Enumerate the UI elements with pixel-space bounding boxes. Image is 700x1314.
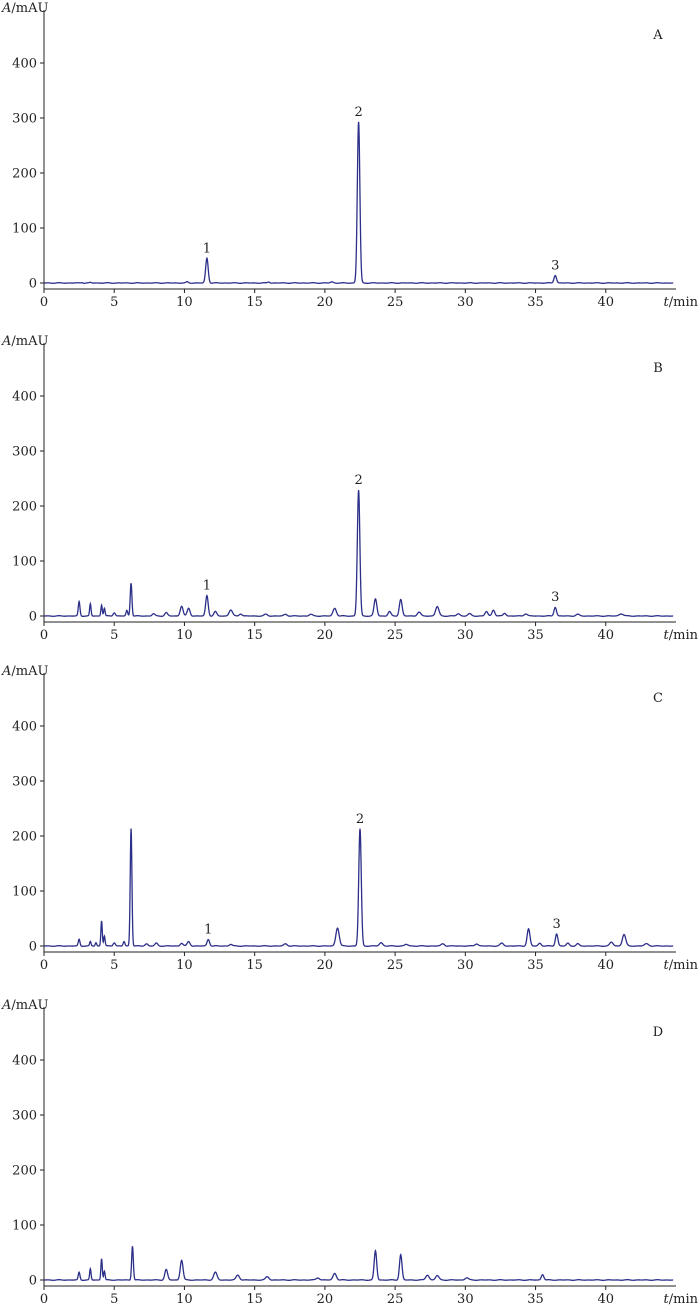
x-tick-label: 0 xyxy=(40,295,48,310)
y-axis-label: A/mAU xyxy=(1,664,48,679)
x-tick-label: 15 xyxy=(246,628,263,643)
y-tick-label: 0 xyxy=(29,1274,37,1289)
x-tick-label: 0 xyxy=(40,958,48,973)
panel-b: 0 100 200 300 400 0 5 10 15 20 25 30 35 40 A/mAU t/min B… xyxy=(1,334,699,643)
y-tick-label: 100 xyxy=(12,555,37,570)
y-tick-label: 400 xyxy=(12,390,37,405)
y-tick-label: 200 xyxy=(12,1164,37,1179)
y-tick-label: 400 xyxy=(12,1054,37,1069)
y-tick-label: 0 xyxy=(29,940,37,955)
peak-number-label: 1 xyxy=(203,241,211,256)
x-tick-label: 25 xyxy=(387,958,404,973)
y-tick-label: 0 xyxy=(29,277,37,292)
x-tick-label: 30 xyxy=(457,628,474,643)
y-axis-label: A/mAU xyxy=(1,1,48,16)
x-tick-label: 10 xyxy=(176,1292,193,1307)
x-tick-label: 40 xyxy=(598,295,615,310)
panel-a: 0 100 200 300 400 0 5 10 15 20 25 30 35 40 A/mAU t/min A… xyxy=(1,1,699,310)
x-axis-label: t/min xyxy=(664,1292,699,1307)
peak-number-label: 2 xyxy=(354,105,362,120)
x-tick-label: 40 xyxy=(598,958,615,973)
x-tick-label: 5 xyxy=(110,295,118,310)
chromatogram-trace xyxy=(44,489,674,617)
y-tick-label: 200 xyxy=(12,167,37,182)
x-tick-label: 20 xyxy=(317,958,334,973)
peak-number-label: 3 xyxy=(551,258,559,273)
x-tick-label: 0 xyxy=(40,1292,48,1307)
x-tick-label: 15 xyxy=(246,958,263,973)
peak-number-label: 2 xyxy=(354,473,362,488)
chromatogram-trace xyxy=(44,828,674,947)
chromatogram-trace xyxy=(44,1246,674,1281)
panel-label: C xyxy=(653,691,663,706)
peak-number-label: 1 xyxy=(203,579,211,594)
x-tick-label: 35 xyxy=(527,958,544,973)
y-tick-label: 300 xyxy=(12,445,37,460)
x-tick-label: 20 xyxy=(317,295,334,310)
x-tick-label: 15 xyxy=(246,295,263,310)
panel-label: D xyxy=(653,1025,663,1040)
x-tick-label: 10 xyxy=(176,958,193,973)
panel-label: B xyxy=(653,361,663,376)
x-tick-label: 40 xyxy=(598,628,615,643)
y-tick-label: 0 xyxy=(29,610,37,625)
x-tick-label: 20 xyxy=(317,628,334,643)
x-tick-label: 35 xyxy=(527,295,544,310)
y-tick-label: 200 xyxy=(12,500,37,515)
x-tick-label: 10 xyxy=(176,628,193,643)
panel-d: 0 100 200 300 400 0 5 10 15 20 25 30 35 40 A/mAU t/min D xyxy=(1,998,699,1307)
x-tick-label: 35 xyxy=(527,628,544,643)
y-tick-label: 400 xyxy=(12,720,37,735)
y-tick-label: 200 xyxy=(12,830,37,845)
x-tick-label: 30 xyxy=(457,295,474,310)
x-tick-label: 20 xyxy=(317,1292,334,1307)
panel-c: 0 100 200 300 400 0 5 10 15 20 25 30 35 40 A/mAU t/min C… xyxy=(1,664,699,973)
x-tick-label: 35 xyxy=(527,1292,544,1307)
x-tick-label: 0 xyxy=(40,628,48,643)
y-tick-label: 100 xyxy=(12,222,37,237)
x-tick-label: 15 xyxy=(246,1292,263,1307)
x-tick-label: 5 xyxy=(110,628,118,643)
x-tick-label: 25 xyxy=(387,628,404,643)
y-tick-label: 300 xyxy=(12,112,37,127)
y-tick-label: 400 xyxy=(12,57,37,72)
peak-number-label: 1 xyxy=(204,922,212,937)
peak-number-label: 2 xyxy=(356,812,364,827)
x-axis-label: t/min xyxy=(664,295,699,310)
x-tick-label: 30 xyxy=(457,958,474,973)
x-axis-label: t/min xyxy=(664,628,699,643)
y-tick-label: 300 xyxy=(12,775,37,790)
y-axis-label: A/mAU xyxy=(1,334,48,349)
y-tick-label: 100 xyxy=(12,885,37,900)
x-tick-label: 25 xyxy=(387,295,404,310)
x-tick-label: 10 xyxy=(176,295,193,310)
panel-label: A xyxy=(652,28,663,43)
x-tick-label: 40 xyxy=(598,1292,615,1307)
x-tick-label: 25 xyxy=(387,1292,404,1307)
y-tick-label: 100 xyxy=(12,1219,37,1234)
x-tick-label: 5 xyxy=(110,1292,118,1307)
x-tick-label: 5 xyxy=(110,958,118,973)
y-tick-label: 300 xyxy=(12,1109,37,1124)
x-tick-label: 30 xyxy=(457,1292,474,1307)
chromatogram-trace xyxy=(44,121,674,284)
x-axis-label: t/min xyxy=(664,958,699,973)
peak-number-label: 3 xyxy=(552,917,560,932)
peak-number-label: 3 xyxy=(551,590,559,605)
y-axis-label: A/mAU xyxy=(1,998,48,1013)
